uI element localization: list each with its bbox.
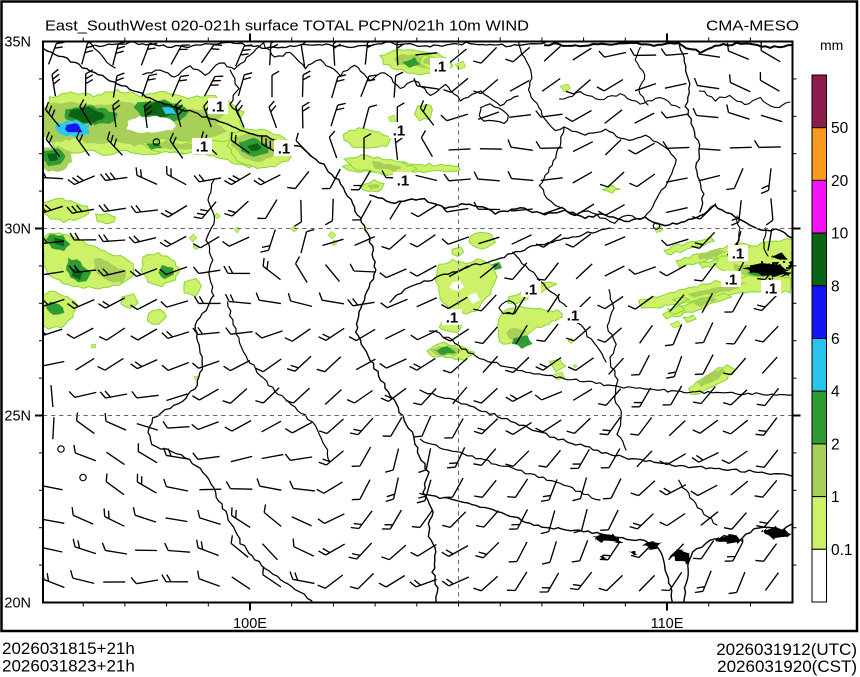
- svg-text:mm: mm: [820, 37, 843, 53]
- svg-text:.1: .1: [434, 59, 447, 76]
- svg-text:100E: 100E: [233, 616, 267, 632]
- svg-text:2026031920(CST): 2026031920(CST): [717, 657, 857, 676]
- svg-text:35N: 35N: [4, 35, 31, 51]
- svg-text:East_SouthWest 020-021h surfac: East_SouthWest 020-021h surface TOTAL PC…: [45, 18, 529, 35]
- svg-text:0.1: 0.1: [831, 542, 853, 559]
- svg-text:30N: 30N: [4, 222, 31, 238]
- svg-text:1: 1: [831, 489, 840, 506]
- svg-text:2026031912(UTC): 2026031912(UTC): [716, 640, 857, 659]
- svg-text:2: 2: [831, 436, 840, 453]
- svg-text:20N: 20N: [4, 596, 31, 612]
- svg-text:.1: .1: [765, 281, 778, 298]
- svg-text:.1: .1: [278, 141, 291, 158]
- svg-text:4: 4: [831, 384, 840, 401]
- svg-text:110E: 110E: [651, 616, 684, 632]
- svg-text:.1: .1: [212, 99, 225, 116]
- svg-text:25N: 25N: [4, 409, 31, 425]
- svg-text:.1: .1: [393, 123, 406, 140]
- svg-text:10: 10: [831, 226, 849, 243]
- svg-text:CMA-MESO: CMA-MESO: [706, 18, 799, 35]
- svg-text:.1: .1: [397, 173, 410, 190]
- svg-text:8: 8: [831, 278, 840, 295]
- svg-text:.1: .1: [567, 308, 580, 325]
- svg-text:.1: .1: [732, 246, 745, 263]
- svg-text:.1: .1: [525, 282, 538, 299]
- svg-text:2026031823+21h: 2026031823+21h: [2, 657, 135, 676]
- svg-text:.1: .1: [196, 139, 209, 156]
- svg-text:.1: .1: [446, 310, 459, 327]
- svg-text:6: 6: [831, 331, 840, 348]
- svg-text:50: 50: [831, 120, 849, 137]
- svg-text:.1: .1: [725, 272, 738, 289]
- svg-text:2026031815+21h: 2026031815+21h: [2, 639, 135, 658]
- svg-text:20: 20: [831, 173, 849, 190]
